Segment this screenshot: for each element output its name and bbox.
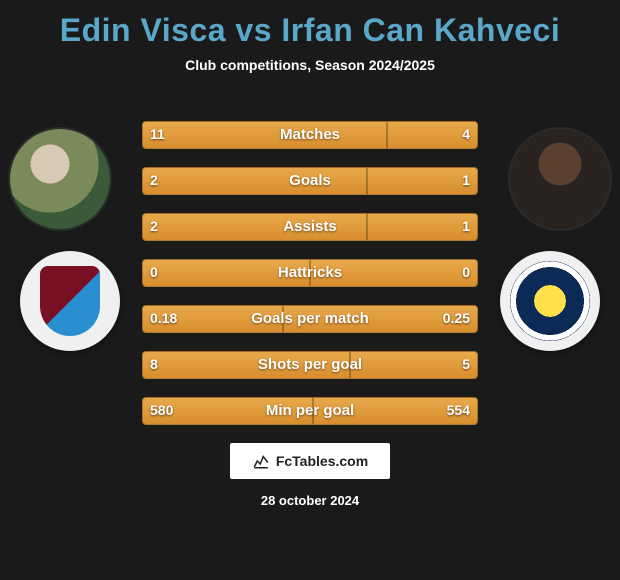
bar-right xyxy=(310,259,478,287)
stat-row: 21Goals xyxy=(142,165,478,197)
value-left: 580 xyxy=(150,402,173,418)
comparison-title: Edin Visca vs Irfan Can Kahveci xyxy=(0,0,620,49)
date-label: 28 october 2024 xyxy=(0,493,620,508)
value-right: 554 xyxy=(447,402,470,418)
value-left: 2 xyxy=(150,172,158,188)
stat-row: 580554Min per goal xyxy=(142,395,478,427)
value-right: 4 xyxy=(462,126,470,142)
stat-row: 21Assists xyxy=(142,211,478,243)
stat-row: 0.180.25Goals per match xyxy=(142,303,478,335)
bar-left xyxy=(142,167,367,195)
bar-left xyxy=(142,259,310,287)
value-right: 0.25 xyxy=(443,310,470,326)
value-left: 8 xyxy=(150,356,158,372)
value-left: 0.18 xyxy=(150,310,177,326)
value-right: 1 xyxy=(462,172,470,188)
player2-photo xyxy=(510,129,610,229)
stat-rows: 114Matches21Goals21Assists00Hattricks0.1… xyxy=(142,101,478,427)
stat-row: 00Hattricks xyxy=(142,257,478,289)
bar-right xyxy=(350,351,478,379)
player2-name: Irfan Can Kahveci xyxy=(281,12,560,48)
player1-photo xyxy=(10,129,110,229)
subtitle: Club competitions, Season 2024/2025 xyxy=(0,57,620,73)
brand-logo[interactable]: FcTables.com xyxy=(230,443,390,479)
bar-left xyxy=(142,213,367,241)
chart-icon xyxy=(252,452,270,470)
player1-name: Edin Visca xyxy=(60,12,226,48)
value-right: 0 xyxy=(462,264,470,280)
value-left: 0 xyxy=(150,264,158,280)
vs-label: vs xyxy=(235,12,272,48)
brand-text: FcTables.com xyxy=(276,453,368,469)
bar-left xyxy=(142,351,350,379)
stat-row: 114Matches xyxy=(142,119,478,151)
value-left: 2 xyxy=(150,218,158,234)
player1-club-badge xyxy=(20,251,120,351)
comparison-arena: 114Matches21Goals21Assists00Hattricks0.1… xyxy=(0,101,620,427)
value-right: 5 xyxy=(462,356,470,372)
bar-left xyxy=(142,121,387,149)
stat-row: 85Shots per goal xyxy=(142,349,478,381)
value-left: 11 xyxy=(150,126,165,142)
value-right: 1 xyxy=(462,218,470,234)
player2-club-badge xyxy=(500,251,600,351)
